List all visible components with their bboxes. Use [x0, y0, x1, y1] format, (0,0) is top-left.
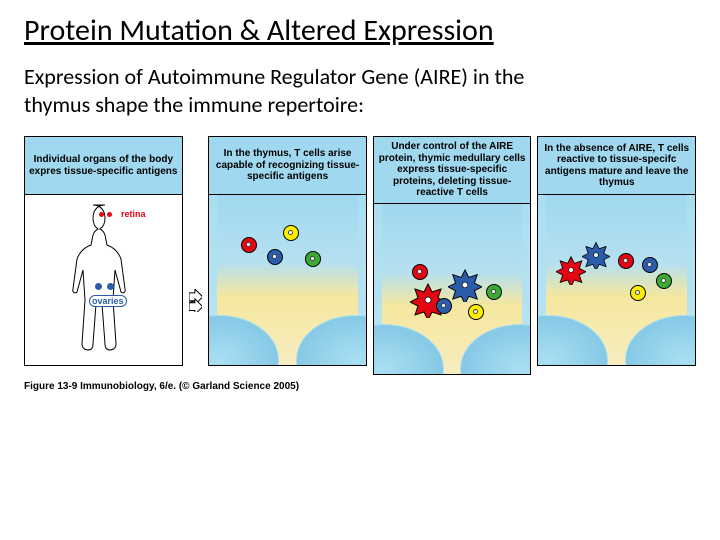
- panel-2: In the thymus, T cells arise capable of …: [208, 136, 367, 366]
- tissue-bulge-icon: [296, 315, 366, 365]
- human-outline-icon: [55, 203, 155, 359]
- panel-2-header: In the thymus, T cells arise capable of …: [209, 137, 366, 195]
- panel-2-body: [209, 195, 366, 365]
- tcell-red-icon: [412, 264, 428, 280]
- slide-subtitle: Expression of Autoimmune Regulator Gene …: [24, 63, 584, 118]
- tcell-green-icon: [305, 251, 321, 267]
- ovaries-label: ovaries: [89, 295, 127, 307]
- panel-4: In the absence of AIRE, T cells reactive…: [537, 136, 696, 366]
- tissue-bulge-icon: [625, 315, 695, 365]
- tissue-bulge-icon: [374, 324, 444, 374]
- tcell-blue-icon: [267, 249, 283, 265]
- panel-4-header: In the absence of AIRE, T cells reactive…: [538, 137, 695, 195]
- tcell-green-icon: [656, 273, 672, 289]
- figure-caption: Figure 13-9 Immunobiology, 6/e. (© Garla…: [24, 381, 696, 392]
- panel-3-header: Under control of the AIRE protein, thymi…: [374, 137, 531, 204]
- figure-row: Individual organs of the body expres tis…: [24, 136, 696, 375]
- arrow-icon: [189, 289, 203, 312]
- tissue-bulge-icon: [209, 315, 279, 365]
- panel-1: Individual organs of the body expres tis…: [24, 136, 183, 366]
- tcell-red-icon: [241, 237, 257, 253]
- retina-dot: [99, 212, 104, 217]
- panel-1-body: retina ovaries: [25, 195, 182, 365]
- tcell-blue-icon: [436, 298, 452, 314]
- tcell-green-icon: [486, 284, 502, 300]
- slide-title: Protein Mutation & Altered Expression: [24, 12, 696, 49]
- panel-4-body: [538, 195, 695, 365]
- retina-dot: [107, 212, 112, 217]
- tissue-bulge-icon: [460, 324, 530, 374]
- panel-1-header: Individual organs of the body expres tis…: [25, 137, 182, 195]
- ovary-dot: [107, 283, 114, 290]
- tcell-yellow-icon: [630, 285, 646, 301]
- retina-label: retina: [121, 209, 146, 219]
- panel-3-body: [374, 204, 531, 374]
- panel-3: Under control of the AIRE protein, thymi…: [373, 136, 532, 375]
- apc-blue-icon: [582, 241, 610, 269]
- tcell-red-icon: [618, 253, 634, 269]
- tcell-yellow-icon: [468, 304, 484, 320]
- tissue-bulge-icon: [538, 315, 608, 365]
- tcell-yellow-icon: [283, 225, 299, 241]
- tcell-blue-icon: [642, 257, 658, 273]
- apc-blue-icon: [448, 268, 482, 302]
- ovary-dot: [95, 283, 102, 290]
